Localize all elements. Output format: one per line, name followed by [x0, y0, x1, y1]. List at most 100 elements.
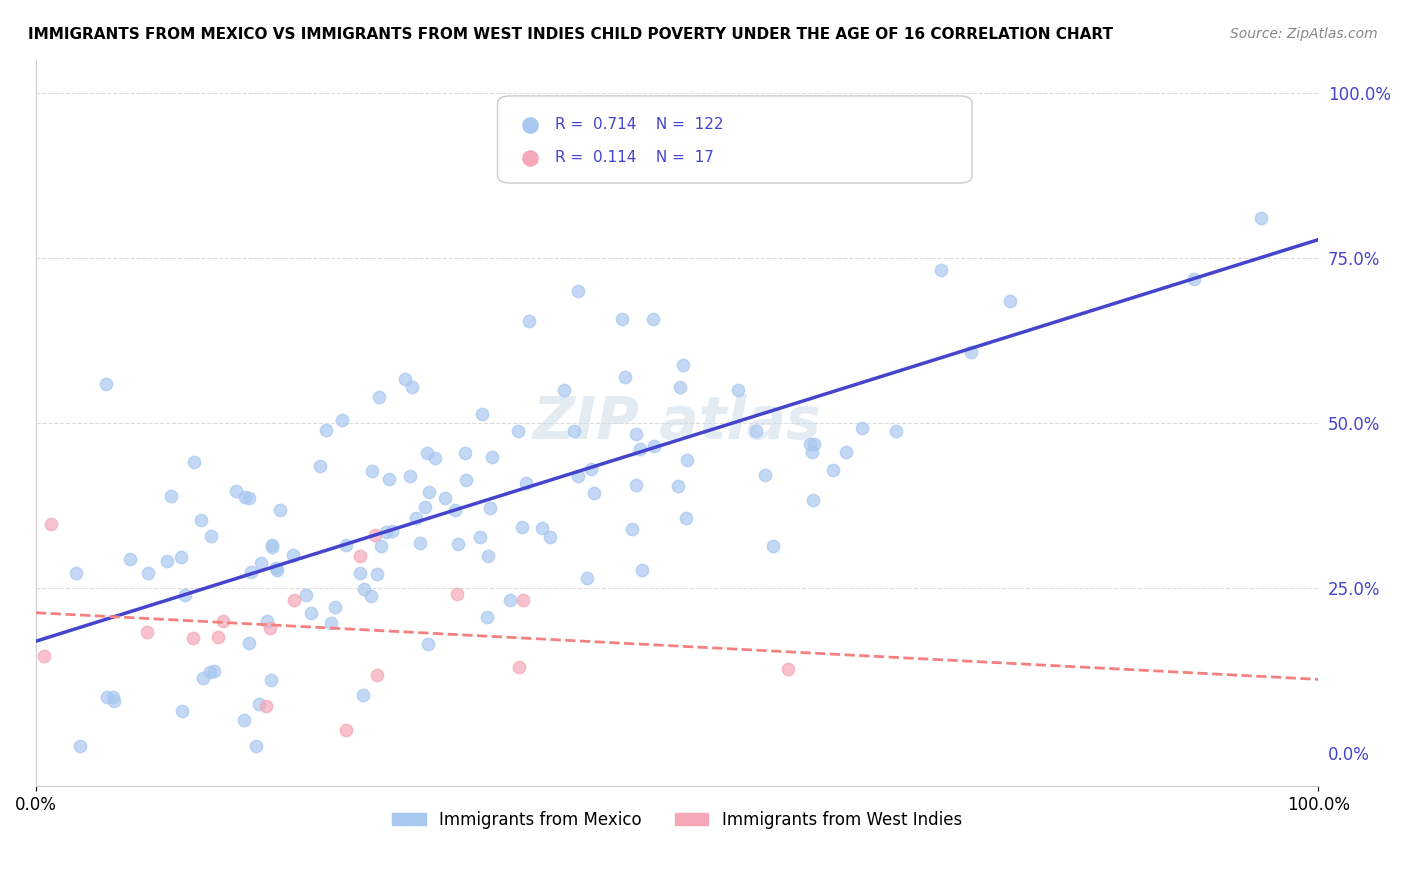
Point — [576, 571, 599, 585]
Point — [666, 479, 689, 493]
Point — [479, 501, 502, 516]
Point — [294, 588, 316, 602]
Point — [628, 442, 651, 457]
Point — [538, 530, 561, 544]
Point — [366, 667, 388, 681]
Point — [515, 475, 537, 490]
Point — [375, 525, 398, 540]
Point — [508, 424, 530, 438]
Point — [477, 549, 499, 563]
Text: ZIP atlas: ZIP atlas — [533, 394, 821, 451]
Point — [308, 458, 330, 473]
Point — [669, 379, 692, 393]
Point — [959, 345, 981, 359]
Point — [675, 511, 697, 525]
Point — [562, 425, 585, 439]
Point — [418, 485, 440, 500]
Point — [641, 311, 664, 326]
Point — [745, 424, 768, 438]
Point — [283, 593, 305, 607]
Point — [624, 478, 647, 492]
Point — [332, 413, 354, 427]
Point — [240, 565, 263, 579]
Point — [567, 285, 589, 299]
Point — [65, 566, 87, 580]
Point — [200, 665, 222, 679]
Point — [499, 592, 522, 607]
Point — [553, 383, 575, 397]
Point — [335, 723, 357, 737]
Point — [801, 445, 824, 459]
Point — [454, 446, 477, 460]
Point — [69, 739, 91, 754]
Point — [676, 453, 699, 467]
Point — [519, 145, 541, 159]
Point — [212, 614, 235, 628]
Point — [233, 490, 256, 504]
Point — [672, 359, 695, 373]
Point — [266, 563, 288, 577]
Point — [477, 609, 499, 624]
Point — [238, 636, 260, 650]
Point — [508, 660, 530, 674]
Point — [1000, 293, 1022, 308]
Text: Source: ZipAtlas.com: Source: ZipAtlas.com — [1230, 27, 1378, 41]
Text: IMMIGRANTS FROM MEXICO VS IMMIGRANTS FROM WEST INDIES CHILD POVERTY UNDER THE AG: IMMIGRANTS FROM MEXICO VS IMMIGRANTS FRO… — [28, 27, 1114, 42]
Point — [366, 567, 388, 582]
Point — [118, 552, 141, 566]
Point — [269, 502, 291, 516]
Point — [353, 582, 375, 596]
Point — [643, 439, 665, 453]
Point — [281, 549, 304, 563]
Point — [1182, 272, 1205, 286]
Point — [454, 473, 477, 487]
Point — [776, 662, 799, 676]
Point — [727, 383, 749, 397]
Point — [319, 615, 342, 630]
Point — [884, 425, 907, 439]
Point — [325, 599, 347, 614]
Point — [245, 739, 267, 754]
Point — [821, 463, 844, 477]
Point — [352, 688, 374, 702]
Point — [367, 391, 389, 405]
Point — [582, 485, 605, 500]
Point — [631, 563, 654, 577]
Point — [519, 175, 541, 189]
FancyBboxPatch shape — [498, 96, 972, 183]
Point — [191, 671, 214, 685]
Point — [512, 592, 534, 607]
Point — [32, 649, 55, 664]
Point — [260, 673, 283, 687]
Point — [612, 312, 634, 326]
Point — [447, 537, 470, 551]
Point — [170, 550, 193, 565]
Point — [799, 436, 821, 450]
Point — [413, 500, 436, 514]
Point — [202, 664, 225, 678]
Point — [207, 630, 229, 644]
Point — [160, 489, 183, 503]
Text: R =  0.714    N =  122: R = 0.714 N = 122 — [555, 118, 724, 132]
Point — [425, 451, 447, 466]
Point — [446, 587, 468, 601]
Point — [613, 370, 636, 384]
Point — [471, 407, 494, 421]
Point — [394, 372, 416, 386]
Point — [256, 615, 278, 629]
Point — [190, 513, 212, 527]
Point — [181, 631, 204, 645]
Point — [470, 530, 492, 544]
Point — [803, 437, 825, 451]
Point — [803, 493, 825, 508]
Point — [401, 379, 423, 393]
Point — [624, 426, 647, 441]
Point — [481, 450, 503, 465]
Point — [103, 693, 125, 707]
Point — [156, 554, 179, 568]
Point — [254, 698, 277, 713]
Point — [361, 464, 384, 478]
Point — [567, 469, 589, 483]
Point — [349, 549, 371, 563]
Point — [103, 690, 125, 704]
